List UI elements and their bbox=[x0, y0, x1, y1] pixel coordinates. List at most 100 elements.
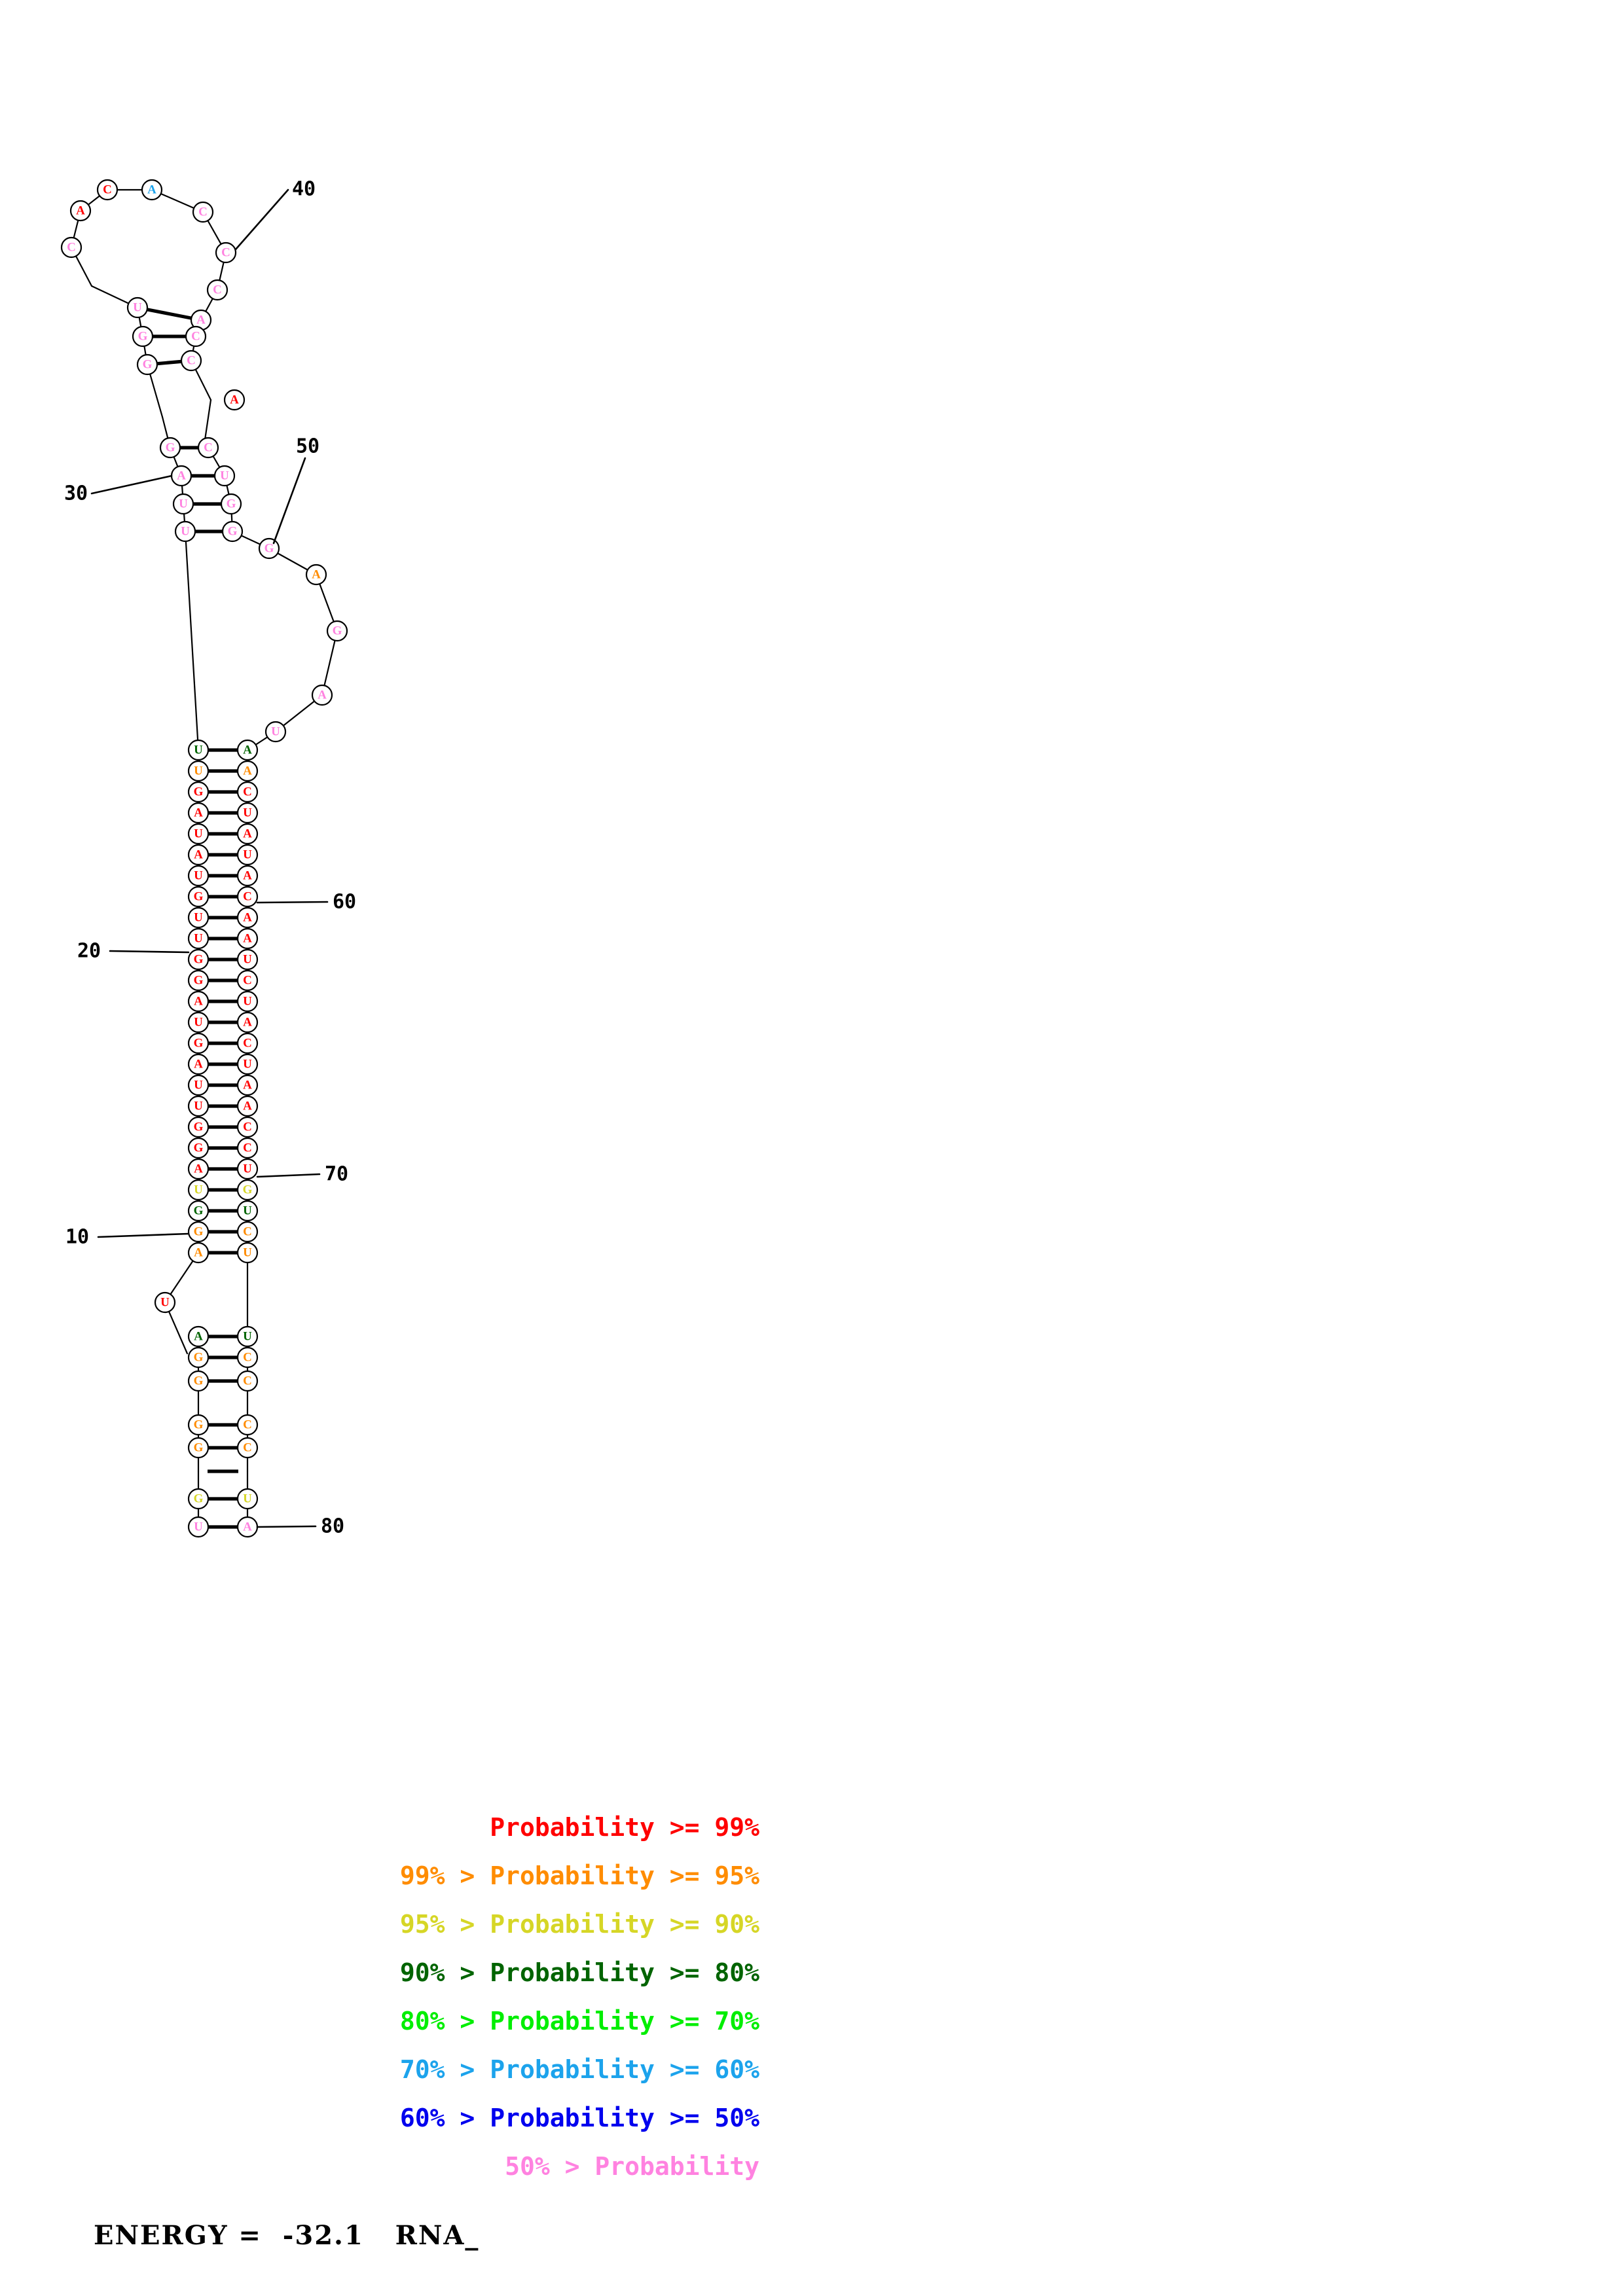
nucleotide-U[interactable]: U bbox=[187, 1179, 210, 1201]
nucleotide-G[interactable]: G bbox=[187, 969, 210, 992]
nucleotide-U[interactable]: U bbox=[187, 1011, 210, 1033]
nucleotide-G[interactable]: G bbox=[187, 1032, 210, 1054]
nucleotide-U[interactable]: U bbox=[236, 1200, 259, 1222]
nucleotide-U[interactable]: U bbox=[187, 1074, 210, 1096]
nucleotide-A[interactable]: A bbox=[187, 802, 210, 824]
nucleotide-A[interactable]: A bbox=[236, 1516, 259, 1538]
index-label-20: 20 bbox=[77, 940, 101, 963]
nucleotide-A[interactable]: A bbox=[236, 823, 259, 845]
index-label-60: 60 bbox=[333, 891, 356, 914]
nucleotide-C[interactable]: C bbox=[236, 1370, 259, 1392]
nucleotide-C[interactable]: C bbox=[236, 1437, 259, 1459]
nucleotide-C[interactable]: C bbox=[236, 781, 259, 803]
nucleotide-G[interactable]: G bbox=[187, 1370, 210, 1392]
nucleotide-G[interactable]: G bbox=[258, 537, 280, 560]
nucleotide-G[interactable]: G bbox=[326, 620, 348, 642]
nucleotide-C[interactable]: C bbox=[236, 886, 259, 908]
nucleotide-G[interactable]: G bbox=[187, 781, 210, 803]
nucleotide-A[interactable]: A bbox=[141, 179, 163, 201]
nucleotide-U[interactable]: U bbox=[187, 739, 210, 761]
nucleotide-G[interactable]: G bbox=[220, 493, 242, 515]
nucleotide-G[interactable]: G bbox=[187, 1437, 210, 1459]
nucleotide-U[interactable]: U bbox=[236, 1325, 259, 1348]
nucleotide-C[interactable]: C bbox=[206, 279, 228, 301]
nucleotide-U[interactable]: U bbox=[174, 520, 196, 543]
nucleotide-U[interactable]: U bbox=[187, 760, 210, 782]
nucleotide-A[interactable]: A bbox=[305, 564, 327, 586]
nucleotide-U[interactable]: U bbox=[187, 927, 210, 950]
nucleotide-U[interactable]: U bbox=[126, 296, 149, 319]
nucleotide-U[interactable]: U bbox=[236, 1053, 259, 1075]
nucleotide-G[interactable]: G bbox=[187, 1137, 210, 1159]
nucleotide-U[interactable]: U bbox=[236, 1488, 259, 1510]
nucleotide-G[interactable]: G bbox=[159, 437, 181, 459]
sequence-index-layer: 40 50 30 60 20 70 10 80 bbox=[64, 178, 356, 1538]
nucleotide-A[interactable]: A bbox=[236, 927, 259, 950]
nucleotide-A[interactable]: A bbox=[236, 1095, 259, 1117]
nucleotide-A[interactable]: A bbox=[69, 200, 92, 222]
legend-row: 70% > Probability >= 60% bbox=[399, 2055, 759, 2084]
nucleotide-C[interactable]: C bbox=[215, 242, 237, 264]
nucleotide-G[interactable]: G bbox=[187, 1221, 210, 1243]
nucleotide-G[interactable]: G bbox=[221, 520, 244, 543]
nucleotide-G[interactable]: G bbox=[187, 1346, 210, 1369]
nucleotide-C[interactable]: C bbox=[96, 179, 119, 201]
nucleotide-A[interactable]: A bbox=[223, 389, 246, 411]
nucleotide-U[interactable]: U bbox=[172, 493, 194, 515]
nucleotide-U[interactable]: U bbox=[187, 865, 210, 887]
nucleotide-A[interactable]: A bbox=[187, 844, 210, 866]
nucleotide-G[interactable]: G bbox=[132, 325, 154, 348]
nucleotide-U[interactable]: U bbox=[236, 1242, 259, 1264]
base-pair-bond bbox=[137, 306, 202, 322]
nucleotide-A[interactable]: A bbox=[236, 1011, 259, 1033]
nucleotide-U[interactable]: U bbox=[154, 1291, 176, 1314]
nucleotide-C[interactable]: C bbox=[60, 236, 82, 259]
nucleotide-U[interactable]: U bbox=[236, 1158, 259, 1180]
nucleotide-A[interactable]: A bbox=[311, 684, 333, 706]
backbone-segment bbox=[321, 630, 338, 696]
nucleotide-A[interactable]: A bbox=[187, 1053, 210, 1075]
nucleotide-U[interactable]: U bbox=[236, 990, 259, 1013]
nucleotide-U[interactable]: U bbox=[187, 906, 210, 929]
legend-row: 60% > Probability >= 50% bbox=[399, 2104, 759, 2132]
nucleotide-C[interactable]: C bbox=[236, 1414, 259, 1436]
nucleotide-U[interactable]: U bbox=[213, 465, 236, 487]
nucleotide-G[interactable]: G bbox=[187, 886, 210, 908]
nucleotide-C[interactable]: C bbox=[180, 350, 202, 372]
nucleotide-C[interactable]: C bbox=[192, 201, 214, 223]
nucleotide-A[interactable]: A bbox=[236, 865, 259, 887]
nucleotide-G[interactable]: G bbox=[187, 1414, 210, 1436]
nucleotide-U[interactable]: U bbox=[236, 802, 259, 824]
nucleotide-C[interactable]: C bbox=[185, 325, 207, 348]
nucleotide-U[interactable]: U bbox=[236, 948, 259, 971]
nucleotide-C[interactable]: C bbox=[236, 969, 259, 992]
nucleotide-G[interactable]: G bbox=[187, 948, 210, 971]
nucleotide-A[interactable]: A bbox=[236, 906, 259, 929]
nucleotide-G[interactable]: G bbox=[187, 1488, 210, 1510]
nucleotide-A[interactable]: A bbox=[170, 465, 192, 487]
nucleotide-A[interactable]: A bbox=[187, 1242, 210, 1264]
nucleotide-A[interactable]: A bbox=[187, 1325, 210, 1348]
nucleotide-C[interactable]: C bbox=[236, 1137, 259, 1159]
nucleotide-C[interactable]: C bbox=[236, 1346, 259, 1369]
index-mark-60: 60 bbox=[256, 891, 356, 914]
nucleotide-U[interactable]: U bbox=[187, 1516, 210, 1538]
nucleotide-C[interactable]: C bbox=[236, 1116, 259, 1138]
nucleotide-U[interactable]: U bbox=[187, 1095, 210, 1117]
nucleotide-U[interactable]: U bbox=[187, 823, 210, 845]
nucleotide-U[interactable]: U bbox=[236, 844, 259, 866]
nucleotide-G[interactable]: G bbox=[136, 353, 158, 376]
nucleotide-A[interactable]: A bbox=[236, 739, 259, 761]
nucleotide-G[interactable]: G bbox=[187, 1200, 210, 1222]
nucleotide-C[interactable]: C bbox=[236, 1032, 259, 1054]
nucleotide-G[interactable]: G bbox=[236, 1179, 259, 1201]
nucleotide-A[interactable]: A bbox=[236, 760, 259, 782]
nucleotide-U[interactable]: U bbox=[264, 721, 287, 743]
nucleotide-A[interactable]: A bbox=[187, 1158, 210, 1180]
nucleotide-A[interactable]: A bbox=[187, 990, 210, 1013]
nucleotide-G[interactable]: G bbox=[187, 1116, 210, 1138]
nucleotide-A[interactable]: A bbox=[236, 1074, 259, 1096]
legend-row: 90% > Probability >= 80% bbox=[399, 1958, 759, 1987]
nucleotide-C[interactable]: C bbox=[197, 437, 219, 459]
nucleotide-C[interactable]: C bbox=[236, 1221, 259, 1243]
